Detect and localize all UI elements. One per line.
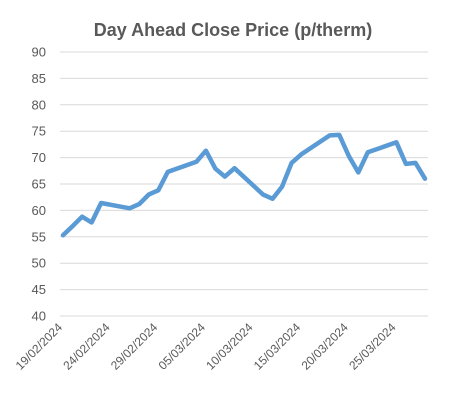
x-tick-label: 25/03/2024 — [346, 320, 399, 373]
y-tick-label: 55 — [32, 229, 46, 244]
x-axis-ticks: 19/02/202424/02/202429/02/202405/03/2024… — [13, 320, 399, 373]
y-tick-label: 75 — [32, 124, 46, 139]
y-tick-label: 70 — [32, 150, 46, 165]
series-line — [60, 132, 428, 238]
y-tick-label: 50 — [32, 256, 46, 271]
x-tick-label: 15/03/2024 — [251, 320, 304, 373]
x-tick-label: 29/02/2024 — [108, 320, 161, 373]
y-tick-label: 80 — [32, 97, 46, 112]
y-axis-ticks: 40 45 50 55 60 65 70 75 80 85 90 — [32, 45, 46, 324]
x-tick-label: 05/03/2024 — [156, 320, 209, 373]
y-tick-label: 60 — [32, 203, 46, 218]
y-tick-label: 85 — [32, 71, 46, 86]
x-tick-label: 24/02/2024 — [60, 320, 113, 373]
y-tick-label: 40 — [32, 309, 46, 324]
x-tick-label: 10/03/2024 — [203, 320, 256, 373]
y-tick-label: 45 — [32, 282, 46, 297]
y-tick-label: 90 — [32, 45, 46, 60]
x-tick-label: 19/02/2024 — [13, 320, 66, 373]
chart-title: Day Ahead Close Price (p/therm) — [94, 20, 372, 40]
x-tick-label: 20/03/2024 — [299, 320, 352, 373]
gridlines — [60, 51, 428, 317]
y-tick-label: 65 — [32, 177, 46, 192]
series-layer — [60, 132, 428, 238]
